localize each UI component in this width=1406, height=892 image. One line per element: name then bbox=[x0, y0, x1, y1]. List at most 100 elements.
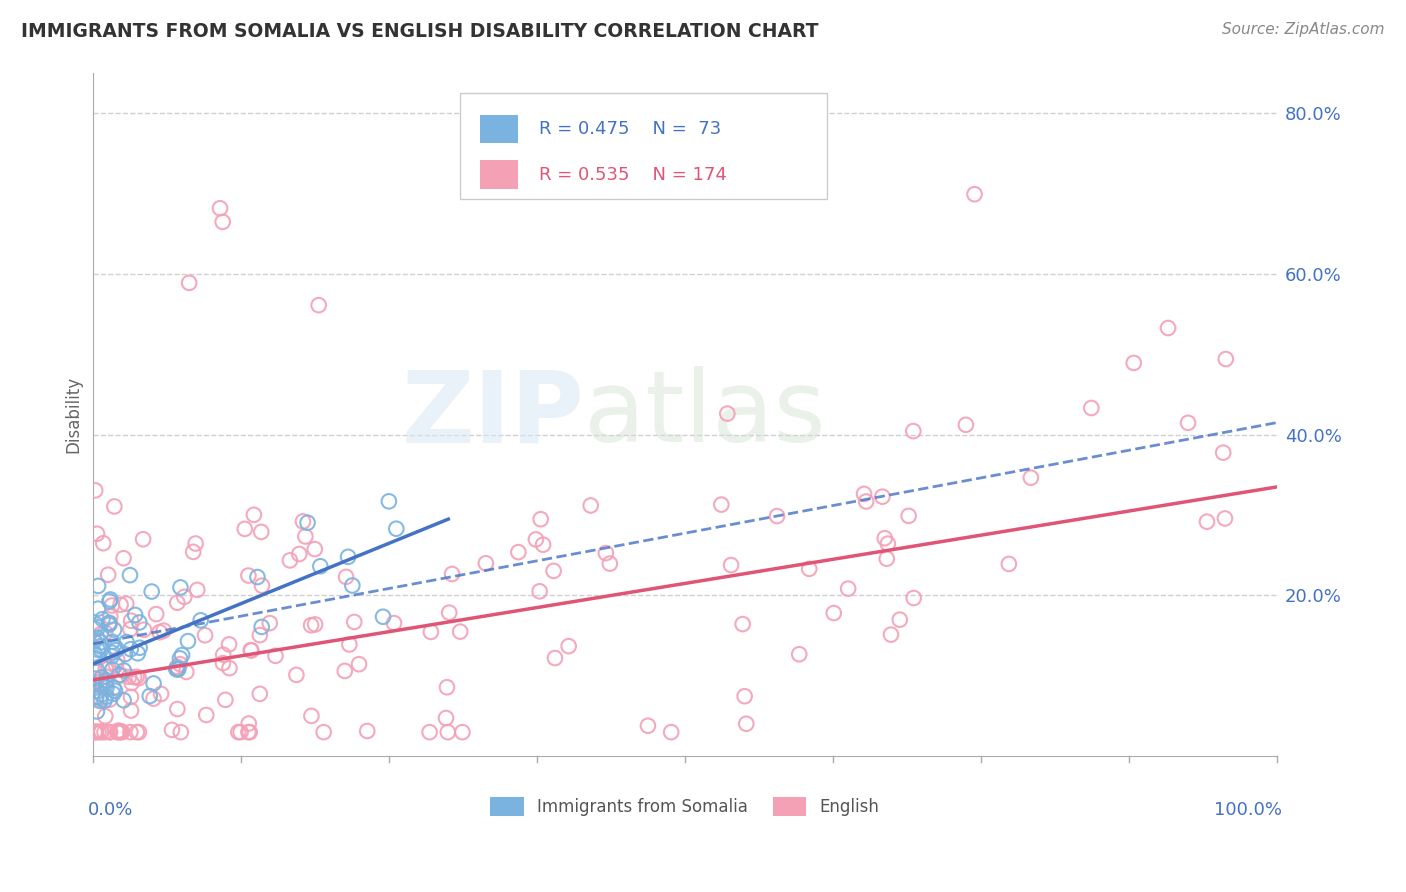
Point bbox=[93, 693, 115, 707]
Point bbox=[557, 639, 579, 653]
Point bbox=[249, 628, 271, 642]
Point bbox=[172, 648, 194, 662]
FancyBboxPatch shape bbox=[481, 115, 519, 144]
Point bbox=[1019, 471, 1042, 485]
Point bbox=[84, 724, 107, 739]
Point bbox=[1122, 356, 1144, 370]
Point bbox=[872, 490, 894, 504]
Point bbox=[308, 298, 330, 312]
Point bbox=[125, 670, 148, 684]
Text: IMMIGRANTS FROM SOMALIA VS ENGLISH DISABILITY CORRELATION CHART: IMMIGRANTS FROM SOMALIA VS ENGLISH DISAB… bbox=[21, 22, 818, 41]
Point bbox=[579, 499, 602, 513]
Point bbox=[110, 724, 132, 739]
Point bbox=[167, 662, 190, 676]
Point bbox=[243, 508, 266, 522]
Point bbox=[169, 651, 191, 665]
Point bbox=[89, 640, 111, 654]
Point bbox=[115, 597, 138, 611]
Point bbox=[83, 622, 105, 636]
Legend: Immigrants from Somalia, English: Immigrants from Somalia, English bbox=[484, 790, 886, 823]
Point bbox=[128, 615, 150, 630]
Point bbox=[181, 545, 204, 559]
Point bbox=[229, 725, 252, 739]
Point bbox=[208, 201, 231, 215]
Point bbox=[90, 688, 112, 702]
Point bbox=[434, 711, 457, 725]
Point bbox=[103, 681, 125, 695]
Point bbox=[94, 662, 117, 676]
Point bbox=[249, 687, 271, 701]
Point bbox=[160, 723, 183, 737]
Point bbox=[897, 508, 920, 523]
Point bbox=[84, 675, 107, 690]
Point bbox=[853, 487, 876, 501]
Point bbox=[309, 559, 332, 574]
Point bbox=[112, 551, 135, 566]
Point bbox=[239, 643, 262, 657]
Point bbox=[108, 668, 131, 682]
Point bbox=[239, 725, 262, 739]
Point bbox=[110, 668, 132, 682]
Point bbox=[84, 725, 107, 739]
Point bbox=[297, 516, 319, 530]
Point bbox=[105, 725, 128, 739]
Text: R = 0.475    N =  73: R = 0.475 N = 73 bbox=[540, 120, 721, 138]
Point bbox=[91, 612, 114, 626]
Point bbox=[83, 725, 105, 739]
Point bbox=[876, 537, 898, 551]
Point bbox=[238, 725, 260, 739]
Point bbox=[86, 526, 108, 541]
Point bbox=[103, 623, 125, 637]
Point bbox=[141, 584, 163, 599]
Point bbox=[98, 725, 121, 739]
Point bbox=[122, 670, 145, 684]
Point bbox=[716, 407, 738, 421]
Point bbox=[436, 725, 458, 739]
Point bbox=[120, 614, 142, 628]
Point bbox=[101, 687, 124, 701]
Point bbox=[87, 725, 110, 739]
Point bbox=[1212, 445, 1234, 459]
Point bbox=[98, 692, 121, 706]
Point bbox=[246, 570, 269, 584]
Point bbox=[179, 276, 201, 290]
Point bbox=[787, 647, 810, 661]
Point bbox=[166, 663, 188, 677]
Point bbox=[419, 725, 441, 739]
Point bbox=[115, 635, 138, 649]
Point bbox=[250, 524, 273, 539]
Text: 0.0%: 0.0% bbox=[87, 801, 132, 819]
Point bbox=[86, 684, 108, 698]
Point bbox=[963, 187, 986, 202]
Point bbox=[903, 424, 925, 438]
Point bbox=[259, 616, 281, 631]
Point bbox=[1177, 416, 1199, 430]
Point bbox=[524, 533, 547, 547]
Text: ZIP: ZIP bbox=[402, 366, 585, 463]
Point bbox=[285, 668, 308, 682]
Point bbox=[96, 673, 118, 688]
Point bbox=[166, 702, 188, 716]
Point bbox=[337, 638, 360, 652]
Point bbox=[98, 594, 121, 608]
Point bbox=[87, 579, 110, 593]
Point bbox=[335, 570, 357, 584]
Point bbox=[312, 725, 335, 739]
Point bbox=[1080, 401, 1102, 415]
Point bbox=[94, 625, 117, 640]
Point bbox=[226, 725, 249, 739]
Point bbox=[98, 609, 121, 624]
Point bbox=[998, 557, 1021, 571]
Point bbox=[120, 690, 142, 704]
Point bbox=[83, 634, 105, 648]
Point bbox=[1157, 321, 1180, 335]
Point bbox=[86, 664, 108, 678]
Point bbox=[186, 582, 208, 597]
Point bbox=[90, 670, 112, 684]
Point bbox=[955, 417, 977, 432]
Point bbox=[86, 617, 108, 632]
Point bbox=[889, 613, 911, 627]
Point bbox=[734, 690, 756, 704]
Point bbox=[508, 545, 530, 559]
Point bbox=[111, 724, 134, 739]
